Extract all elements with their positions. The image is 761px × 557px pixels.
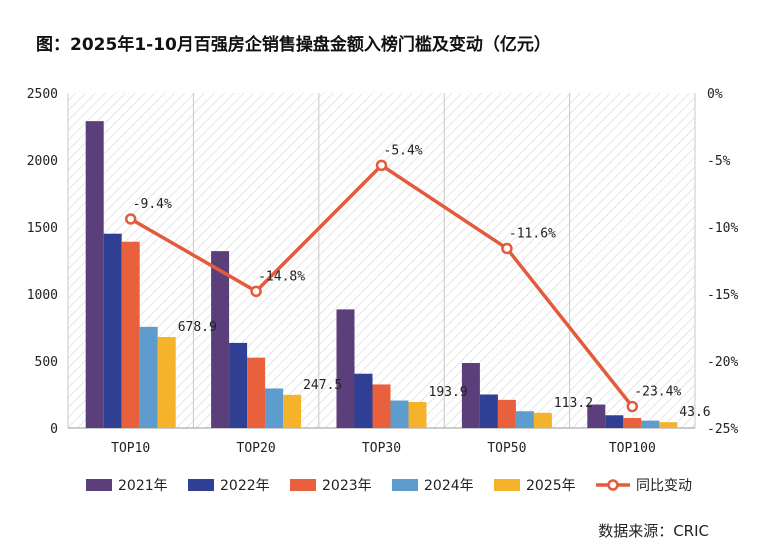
- y-left-tick-label: 2000: [27, 154, 58, 169]
- bar: [139, 326, 158, 428]
- y-right-tick-label: -25%: [707, 422, 738, 437]
- y-right-tick-label: -15%: [707, 288, 738, 303]
- y-left-tick-label: 2500: [27, 87, 58, 102]
- data-source: 数据来源：CRIC: [598, 522, 709, 540]
- bar: [497, 399, 516, 428]
- y-right-tick-label: -5%: [707, 154, 731, 169]
- yoy-point: [124, 213, 137, 225]
- bar: [121, 241, 140, 428]
- legend-label: 同比变动: [636, 478, 692, 494]
- legend-swatch: [392, 479, 418, 491]
- y-left-tick-label: 1000: [27, 288, 58, 303]
- legend-swatch: [188, 479, 214, 491]
- bar: [533, 412, 552, 428]
- yoy-label: -11.6%: [509, 226, 556, 241]
- legend-label: 2021年: [118, 478, 168, 494]
- bar: [157, 337, 176, 428]
- bar: [623, 417, 642, 428]
- yoy-point: [626, 400, 639, 413]
- bar: [408, 402, 427, 428]
- x-tick-label: TOP20: [237, 441, 276, 456]
- bar: [265, 388, 284, 428]
- bar: [605, 415, 624, 428]
- bar-value-label: 113.2: [554, 396, 593, 411]
- bar: [461, 363, 480, 428]
- bar: [283, 394, 302, 428]
- yoy-point: [375, 159, 388, 172]
- bar: [247, 357, 266, 428]
- legend-label: 2023年: [322, 478, 372, 494]
- legend-label: 2022年: [220, 478, 270, 494]
- x-tick-label: TOP100: [609, 441, 656, 456]
- bar: [641, 420, 660, 428]
- bar: [659, 422, 678, 428]
- bar: [354, 373, 373, 428]
- yoy-label: -14.8%: [258, 269, 305, 284]
- bar: [587, 404, 606, 428]
- y-left-tick-label: 0: [50, 422, 58, 437]
- legend-label: 2025年: [526, 478, 576, 494]
- bar: [515, 411, 534, 428]
- bar-value-label: 678.9: [178, 320, 217, 335]
- bar: [479, 394, 498, 428]
- x-tick-label: TOP30: [362, 441, 401, 456]
- legend-line-marker: [607, 479, 619, 491]
- bar-value-label: 247.5: [303, 378, 342, 393]
- legend-swatch: [494, 479, 520, 491]
- bar: [229, 342, 248, 428]
- yoy-label: -23.4%: [634, 385, 681, 400]
- chart-title: 图：2025年1-10月百强房企销售操盘金额入榜门槛及变动（亿元）: [36, 35, 551, 55]
- bar: [336, 309, 355, 428]
- yoy-point: [250, 285, 262, 298]
- y-right-tick-label: -20%: [707, 355, 738, 370]
- legend-swatch: [290, 479, 316, 491]
- bar: [103, 233, 122, 428]
- y-left-tick-label: 500: [35, 355, 58, 370]
- yoy-point: [501, 242, 513, 255]
- y-right-tick-label: -10%: [707, 221, 738, 236]
- x-tick-label: TOP50: [487, 441, 526, 456]
- bar-value-label: 193.9: [429, 385, 468, 400]
- bar-value-label: 43.6: [679, 405, 710, 420]
- bar: [390, 400, 409, 428]
- legend-label: 2024年: [424, 478, 474, 494]
- bar: [85, 121, 104, 428]
- bar: [372, 384, 391, 428]
- bar: [211, 251, 230, 428]
- yoy-label: -5.4%: [384, 143, 423, 158]
- y-left-tick-label: 1500: [27, 221, 58, 236]
- legend-swatch: [86, 479, 112, 491]
- y-right-tick-label: 0%: [707, 87, 723, 102]
- yoy-label: -9.4%: [133, 197, 172, 212]
- x-tick-label: TOP10: [111, 441, 150, 456]
